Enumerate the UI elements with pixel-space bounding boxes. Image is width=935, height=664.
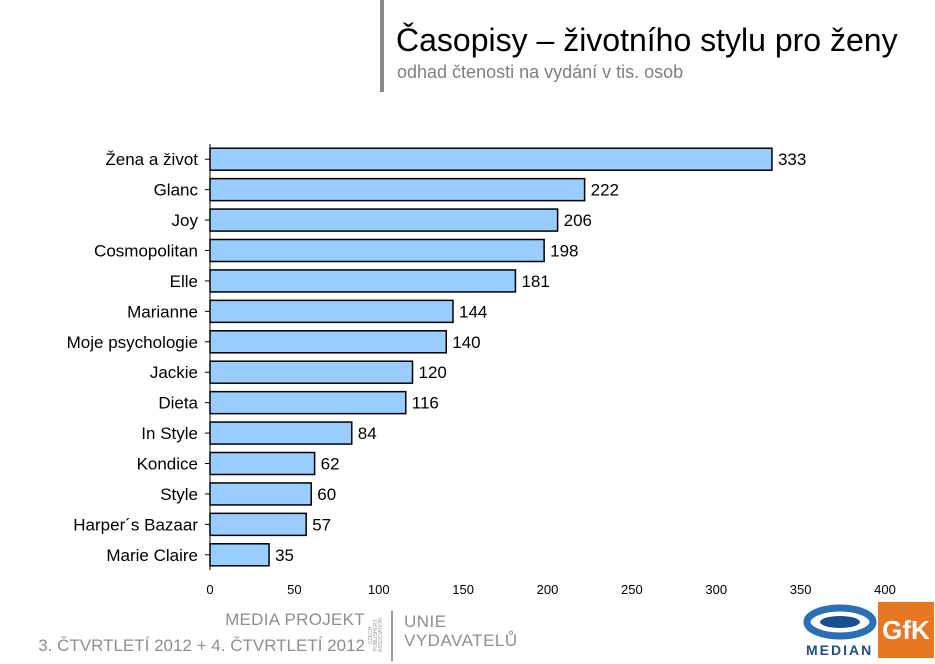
unie-line1: UNIE — [404, 612, 447, 631]
chart-title: Časopisy – životního stylu pro ženy — [396, 22, 898, 58]
category-label: Žena a život — [105, 150, 198, 169]
media-projekt-label: MEDIA PROJEKT — [225, 610, 365, 629]
bar — [209, 543, 270, 567]
bar — [209, 208, 559, 232]
unie-vydavatelu-logo: UNIE VYDAVATELŮ — [404, 612, 518, 650]
category-label: Kondice — [137, 455, 198, 474]
x-tick-label: 350 — [790, 582, 812, 597]
category-label: Marianne — [127, 302, 198, 321]
bar — [209, 238, 545, 263]
category-label: Dieta — [158, 394, 198, 413]
category-label: Elle — [170, 272, 198, 291]
period-label: 3. ČTVRTLETÍ 2012 + 4. ČTVRTLETÍ 2012 — [38, 636, 365, 655]
x-tick-label: 100 — [368, 582, 390, 597]
bar — [209, 451, 316, 476]
x-tick-label: 150 — [452, 582, 474, 597]
chart-subtitle: odhad čtenosti na vydání v tis. osob — [397, 62, 684, 82]
data-label: 222 — [591, 181, 619, 200]
x-tick-label: 200 — [537, 582, 559, 597]
data-label: 144 — [459, 302, 487, 321]
data-label: 116 — [412, 394, 439, 413]
category-label: Style — [160, 485, 198, 504]
x-tick-label: 250 — [621, 582, 643, 597]
data-label: 198 — [550, 242, 578, 261]
bar — [209, 269, 517, 293]
category-label: Marie Claire — [106, 546, 198, 565]
x-tick-label: 300 — [705, 582, 727, 597]
bar — [209, 421, 353, 445]
x-tick-label: 50 — [287, 582, 301, 597]
gfk-logo: GfK — [878, 602, 934, 658]
x-tick-label: 400 — [874, 582, 896, 597]
data-label: 206 — [564, 211, 592, 230]
category-label: Moje psychologie — [67, 333, 198, 352]
bar — [209, 482, 312, 506]
data-label: 60 — [317, 485, 336, 504]
category-label: Joy — [172, 211, 199, 230]
footer-media-projekt: MEDIA PROJEKT 3. ČTVRTLETÍ 2012 + 4. ČTV… — [0, 600, 365, 660]
category-label: Cosmopolitan — [94, 242, 198, 261]
bar — [209, 512, 307, 537]
bar — [209, 330, 447, 354]
data-label: 140 — [452, 333, 480, 352]
title-accent-bar — [380, 0, 384, 92]
median-label: MEDIAN — [806, 642, 874, 658]
data-label: 84 — [358, 424, 377, 443]
category-label: Jackie — [150, 363, 198, 382]
footer-divider — [391, 611, 393, 661]
median-logo-icon — [803, 604, 877, 640]
category-label: In Style — [141, 424, 198, 443]
data-label: 333 — [778, 150, 806, 169]
category-label: Harper´s Bazaar — [73, 515, 198, 534]
data-label: 57 — [312, 515, 331, 534]
data-label: 120 — [419, 363, 447, 382]
category-label: Glanc — [154, 181, 199, 200]
bar-chart: Žena a život 333 Glanc 222 Joy 206 Cosmopolita… — [67, 144, 896, 597]
bar — [209, 299, 454, 324]
data-label: 62 — [321, 455, 340, 474]
gfk-label: GfK — [882, 614, 930, 645]
data-label: 181 — [521, 272, 549, 291]
x-tick-label: 0 — [206, 582, 213, 597]
bar — [209, 177, 586, 202]
bar — [209, 360, 414, 384]
unie-line2: VYDAVATELŮ — [404, 631, 518, 650]
bar — [209, 147, 773, 171]
data-label: 35 — [275, 546, 294, 565]
cpa-label: CZECH PUBLISHERS ASSOCIATION — [368, 618, 384, 652]
bar — [209, 390, 407, 415]
